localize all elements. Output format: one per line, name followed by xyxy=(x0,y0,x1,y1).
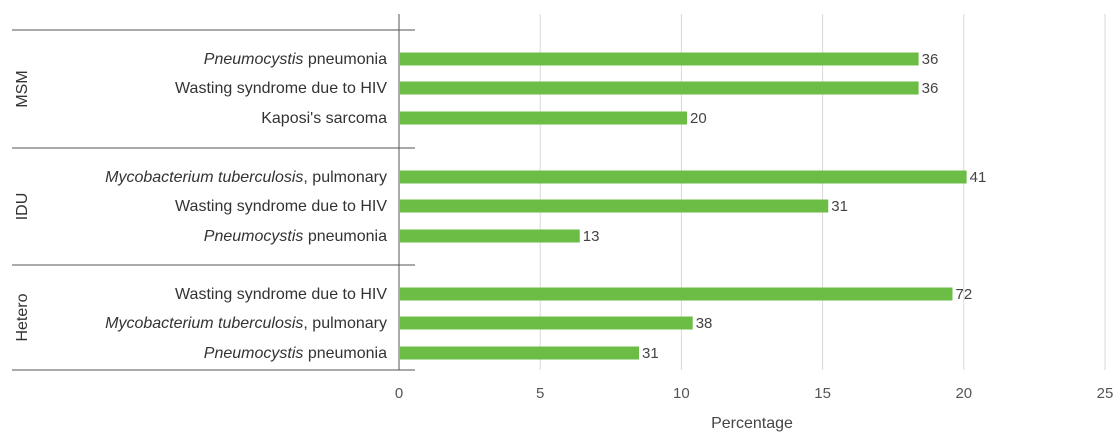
category-label: Pneumocystis pneumonia xyxy=(204,51,387,68)
category-label-italic: Mycobacterium tuberculosis xyxy=(105,315,303,332)
category-label: Wasting syndrome due to HIV xyxy=(175,286,387,303)
x-tick-label: 5 xyxy=(536,385,544,402)
x-axis-title: Percentage xyxy=(711,415,793,432)
data-label: 36 xyxy=(922,80,939,97)
bar xyxy=(400,316,693,330)
data-label: 36 xyxy=(922,51,939,68)
data-label: 72 xyxy=(956,286,973,303)
data-label: 31 xyxy=(831,198,848,215)
bar xyxy=(400,81,919,95)
category-label-text: Wasting syndrome due to HIV xyxy=(175,198,387,215)
category-label-text: pneumonia xyxy=(303,228,387,245)
bar xyxy=(400,229,580,243)
data-label: 20 xyxy=(690,110,707,127)
category-label-text: pneumonia xyxy=(303,345,387,362)
category-label-text: Wasting syndrome due to HIV xyxy=(175,286,387,303)
category-label-text: pneumonia xyxy=(303,51,387,68)
category-label-text: , pulmonary xyxy=(303,169,387,186)
category-label: Mycobacterium tuberculosis, pulmonary xyxy=(105,169,387,186)
bar xyxy=(400,111,688,125)
bar xyxy=(400,199,829,213)
x-tick-label: 20 xyxy=(955,385,972,402)
bar xyxy=(400,52,919,66)
x-axis-ticks: 0 5 10 15 20 25 xyxy=(395,385,1114,402)
category-label: Wasting syndrome due to HIV xyxy=(175,80,387,97)
category-label: Mycobacterium tuberculosis, pulmonary xyxy=(105,315,387,332)
category-label: Wasting syndrome due to HIV xyxy=(175,198,387,215)
category-label-text: , pulmonary xyxy=(303,315,387,332)
x-tick-label: 25 xyxy=(1097,385,1114,402)
category-label-italic: Mycobacterium tuberculosis xyxy=(105,169,303,186)
group-label-msm: MSM xyxy=(14,70,31,107)
category-label: Kaposi's sarcoma xyxy=(261,110,387,127)
bar xyxy=(400,346,640,360)
bar xyxy=(400,287,953,301)
group-labels: MSM IDU Hetero xyxy=(14,70,31,341)
data-label: 31 xyxy=(642,345,659,362)
data-label: 13 xyxy=(583,228,600,245)
group-label-idu: IDU xyxy=(14,193,31,221)
category-label-italic: Pneumocystis xyxy=(204,51,304,68)
x-tick-label: 0 xyxy=(395,385,403,402)
category-label-italic: Pneumocystis xyxy=(204,345,304,362)
category-label-text: Wasting syndrome due to HIV xyxy=(175,80,387,97)
group-separators xyxy=(12,29,415,371)
category-label: Pneumocystis pneumonia xyxy=(204,345,387,362)
category-label-italic: Pneumocystis xyxy=(204,228,304,245)
category-label-text: Kaposi's sarcoma xyxy=(261,110,387,127)
category-labels: Pneumocystis pneumonia Wasting syndrome d… xyxy=(105,51,387,362)
data-label: 41 xyxy=(970,169,987,186)
x-tick-label: 10 xyxy=(673,385,690,402)
data-label: 38 xyxy=(696,315,713,332)
category-label: Pneumocystis pneumonia xyxy=(204,228,387,245)
gridlines xyxy=(398,14,1106,370)
x-tick-label: 15 xyxy=(814,385,831,402)
bar xyxy=(400,170,967,184)
group-label-hetero: Hetero xyxy=(14,293,31,341)
bars: 36 36 20 41 31 13 72 38 31 xyxy=(400,51,986,362)
